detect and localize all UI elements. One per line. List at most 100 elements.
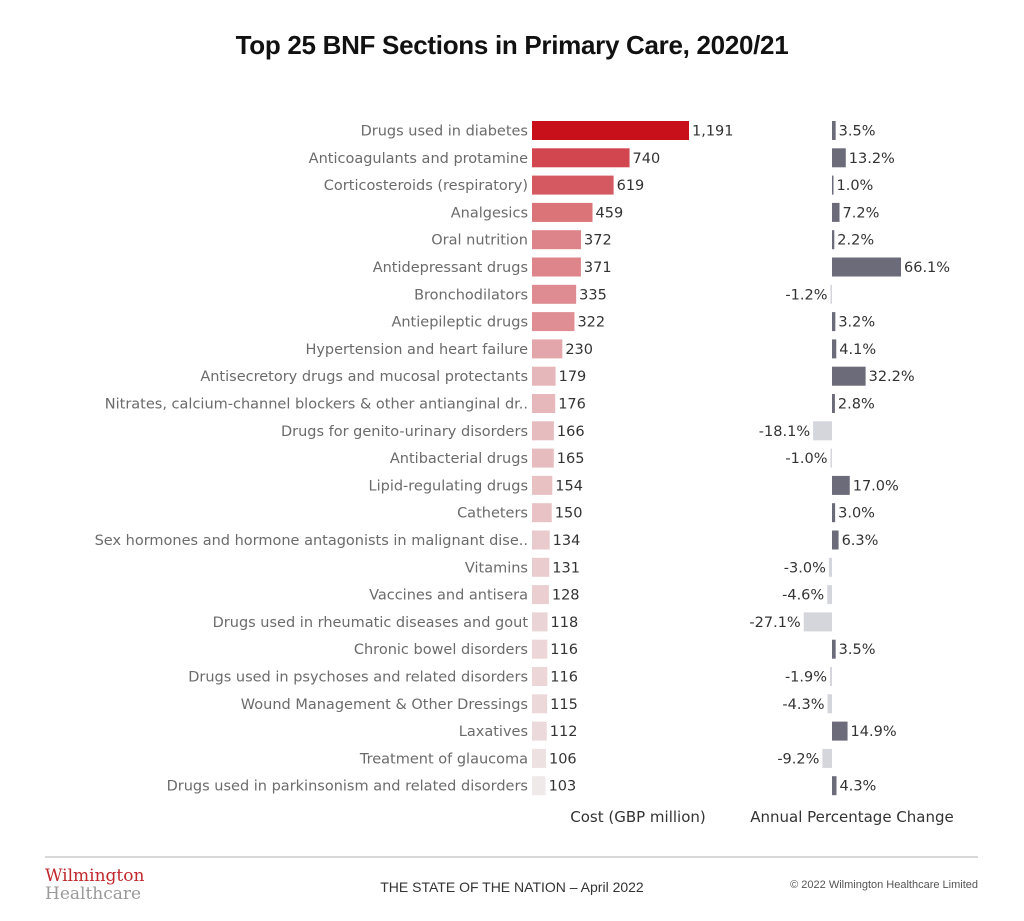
category-label: Analgesics xyxy=(451,205,528,221)
cost-value-label: 116 xyxy=(550,642,578,658)
table-row: Nitrates, calcium-channel blockers & oth… xyxy=(105,394,875,413)
table-row: Analgesics 459 7.2% xyxy=(451,202,880,222)
change-bar xyxy=(830,448,832,468)
category-label: Catheters xyxy=(457,506,528,522)
table-row: Antibacterial drugs 165 -1.0% xyxy=(390,448,832,468)
cost-bar xyxy=(532,748,546,768)
change-bar xyxy=(827,694,832,714)
cost-value-label: 166 xyxy=(557,424,585,440)
change-value-label: 32.2% xyxy=(869,369,915,385)
cost-value-label: 134 xyxy=(553,533,581,549)
change-bar xyxy=(832,475,850,495)
cost-bar xyxy=(532,394,556,413)
change-bar xyxy=(832,257,901,277)
change-bar xyxy=(832,394,835,413)
category-label: Antisecretory drugs and mucosal protecta… xyxy=(200,369,528,385)
category-label: Antiepileptic drugs xyxy=(391,315,528,331)
change-bar xyxy=(830,284,832,304)
change-bar xyxy=(832,175,834,195)
change-value-label: -18.1% xyxy=(759,424,810,440)
change-value-label: -4.3% xyxy=(782,697,824,713)
table-row: Antiepileptic drugs 322 3.2% xyxy=(391,312,875,332)
footer-publication: THE STATE OF THE NATION – April 2022 xyxy=(380,879,644,895)
change-value-label: -1.2% xyxy=(785,287,827,303)
change-bar xyxy=(832,339,837,359)
change-value-label: 7.2% xyxy=(843,205,880,221)
change-value-label: -27.1% xyxy=(749,615,800,631)
change-bar xyxy=(830,667,832,686)
table-row: Drugs used in rheumatic diseases and gou… xyxy=(213,612,832,632)
cost-value-label: 150 xyxy=(555,506,583,522)
table-row: Wound Management & Other Dressings 115 -4.… xyxy=(241,694,832,714)
cost-value-label: 131 xyxy=(552,560,580,576)
category-label: Drugs for genito-urinary disorders xyxy=(281,424,528,440)
change-bar xyxy=(803,612,832,632)
cost-bar xyxy=(532,312,575,332)
table-row: Corticosteroids (respiratory) 619 1.0% xyxy=(324,175,873,195)
change-bar xyxy=(832,776,837,796)
cost-bar xyxy=(532,284,577,304)
table-row: Drugs used in parkinsonism and related d… xyxy=(167,776,876,796)
change-value-label: 66.1% xyxy=(904,260,950,276)
change-value-label: -9.2% xyxy=(777,751,819,767)
change-bar xyxy=(832,366,866,386)
table-row: Sex hormones and hormone antagonists in … xyxy=(95,530,879,550)
logo-healthcare: Healthcare xyxy=(45,884,142,904)
cost-value-label: 619 xyxy=(617,178,645,194)
change-value-label: 13.2% xyxy=(849,151,895,167)
cost-bar xyxy=(532,530,550,550)
category-label: Drugs used in parkinsonism and related d… xyxy=(167,779,528,795)
category-label: Antibacterial drugs xyxy=(390,451,528,467)
cost-bar xyxy=(532,612,548,632)
category-label: Drugs used in diabetes xyxy=(361,124,528,140)
change-bar xyxy=(832,312,836,332)
change-bar xyxy=(822,748,832,768)
change-axis-title: Annual Percentage Change xyxy=(750,808,954,826)
change-bar xyxy=(832,121,836,140)
change-bar xyxy=(832,639,836,659)
change-bar xyxy=(832,230,835,250)
cost-value-label: 459 xyxy=(596,205,624,221)
cost-bar xyxy=(532,557,550,577)
table-row: Antisecretory drugs and mucosal protecta… xyxy=(200,366,915,386)
change-value-label: 2.2% xyxy=(837,233,874,249)
table-row: Bronchodilators 335 -1.2% xyxy=(414,284,832,304)
change-value-label: -4.6% xyxy=(782,588,824,604)
category-label: Hypertension and heart failure xyxy=(305,342,528,358)
cost-value-label: 179 xyxy=(559,369,587,385)
cost-bar xyxy=(532,776,546,796)
cost-bar xyxy=(532,503,552,523)
change-bar xyxy=(832,530,839,550)
cost-value-label: 335 xyxy=(579,287,607,303)
change-value-label: 3.5% xyxy=(839,642,876,658)
change-bar xyxy=(832,721,848,741)
category-label: Corticosteroids (respiratory) xyxy=(324,178,528,194)
cost-value-label: 1,191 xyxy=(692,124,734,140)
change-bar xyxy=(813,421,832,441)
change-value-label: 6.3% xyxy=(842,533,879,549)
change-value-label: 2.8% xyxy=(838,397,875,413)
change-bar xyxy=(827,585,832,605)
cost-value-label: 115 xyxy=(550,697,578,713)
cost-bar xyxy=(532,448,554,468)
cost-axis-title: Cost (GBP million) xyxy=(570,808,706,826)
table-row: Vaccines and antisera 128 -4.6% xyxy=(369,585,832,605)
cost-bar xyxy=(532,721,547,741)
cost-bar xyxy=(532,694,548,714)
table-row: Anticoagulants and protamine 740 13.2% xyxy=(309,148,895,168)
cost-bar xyxy=(532,475,553,495)
table-row: Oral nutrition 372 2.2% xyxy=(431,230,874,250)
change-value-label: -1.9% xyxy=(785,670,827,686)
cost-bar xyxy=(532,175,614,195)
table-row: Hypertension and heart failure 230 4.1% xyxy=(305,339,876,359)
cost-value-label: 116 xyxy=(550,670,578,686)
cost-value-label: 154 xyxy=(555,478,583,494)
category-label: Sex hormones and hormone antagonists in … xyxy=(95,533,528,549)
cost-bar xyxy=(532,230,582,250)
cost-bar xyxy=(532,366,556,386)
footer-divider xyxy=(45,856,978,858)
table-row: Catheters 150 3.0% xyxy=(457,503,875,523)
cost-bar xyxy=(532,421,554,441)
cost-bar xyxy=(532,639,548,659)
category-label: Drugs used in rheumatic diseases and gou… xyxy=(213,615,529,631)
